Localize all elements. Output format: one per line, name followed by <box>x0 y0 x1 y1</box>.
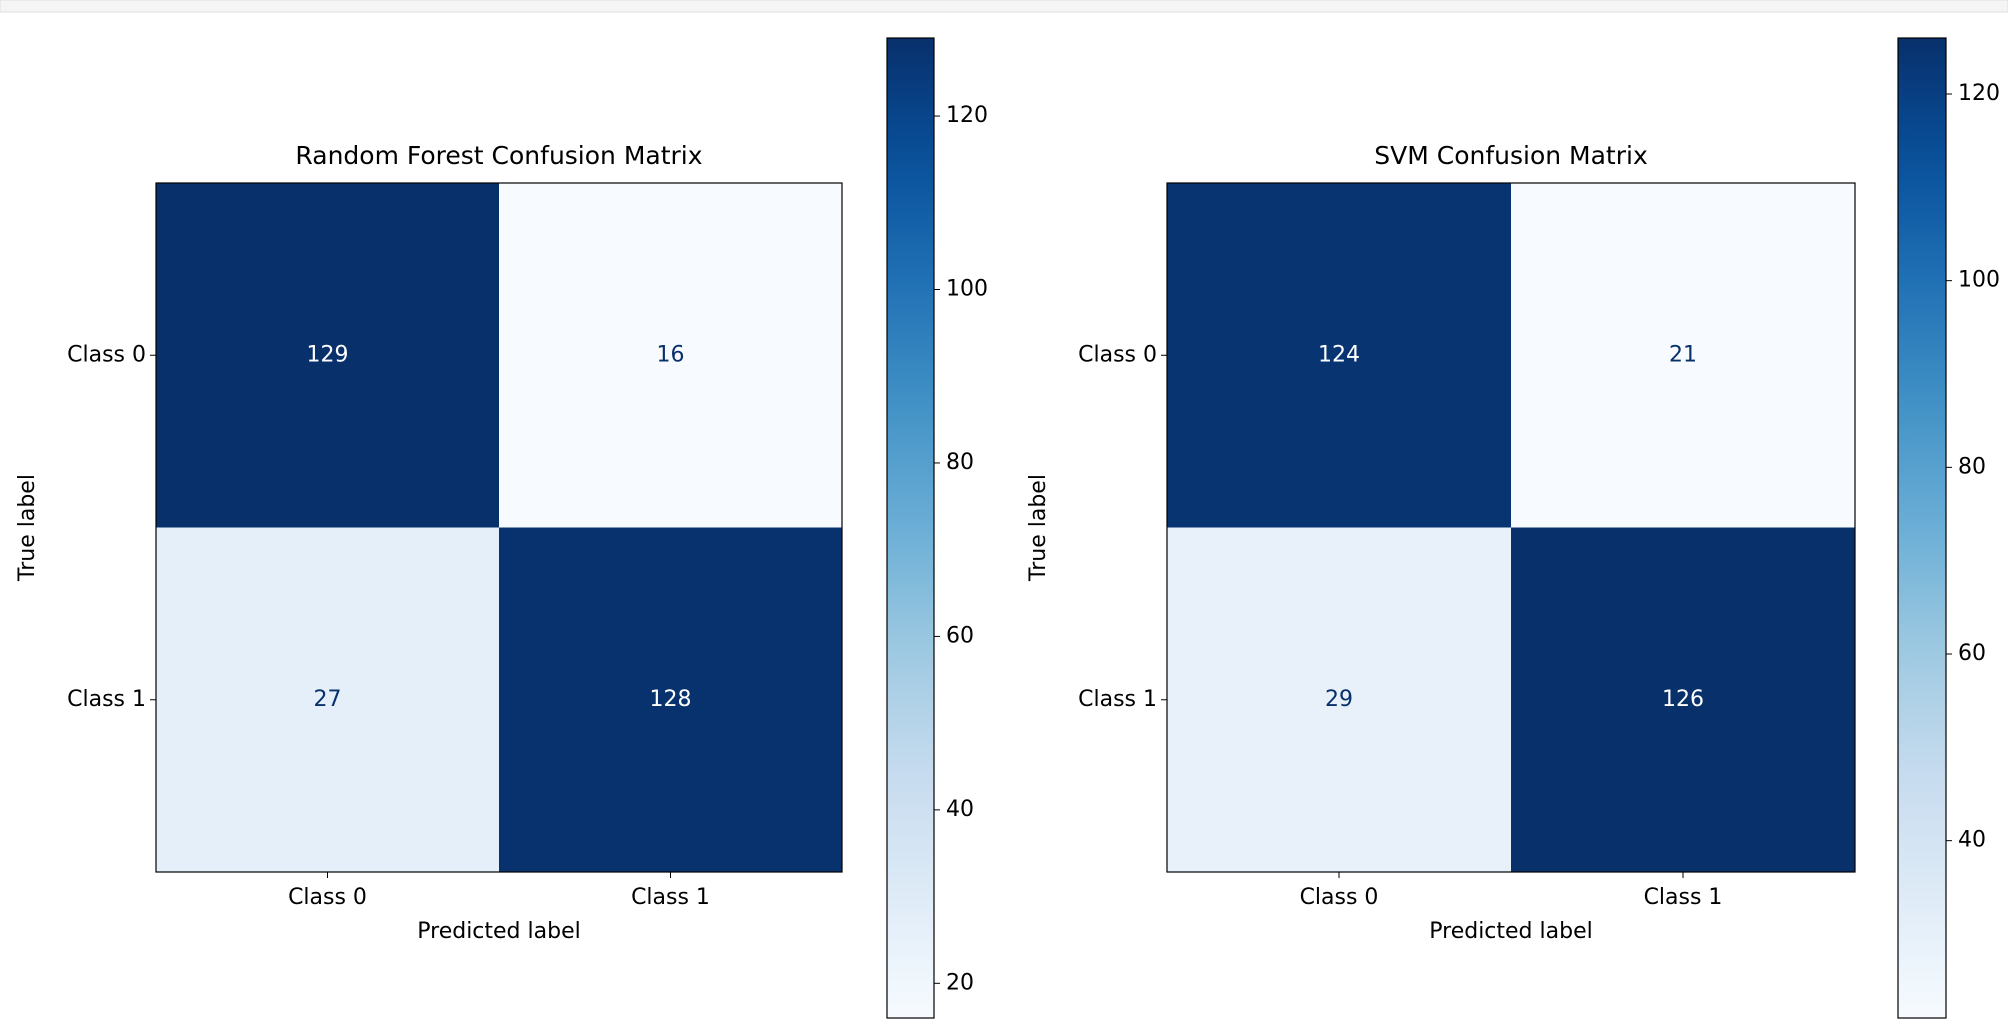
y-tick-label: Class 1 <box>1078 687 1157 712</box>
colorbar-tick-label: 120 <box>946 103 988 128</box>
cell-label: 21 <box>1669 342 1697 367</box>
heatmap-cell <box>1511 183 1855 528</box>
x-axis-label: Predicted label <box>417 919 580 944</box>
y-axis-label: True label <box>1026 474 1051 582</box>
heatmap-cell <box>156 527 499 872</box>
colorbar-tick-label: 60 <box>1958 641 1986 666</box>
colorbar-tick-label: 120 <box>1958 81 2000 106</box>
colorbar-tick-label: 60 <box>946 623 974 648</box>
colorbar-tick-label: 80 <box>946 450 974 475</box>
heatmap-cell <box>1167 183 1511 528</box>
x-axis-label: Predicted label <box>1429 919 1592 944</box>
colorbar <box>886 37 935 1019</box>
y-tick-label: Class 1 <box>67 687 146 712</box>
x-tick-label: Class 1 <box>631 885 710 910</box>
heatmap-cell <box>1167 527 1511 872</box>
colorbar-tick-label: 100 <box>1958 268 2000 293</box>
heatmap-cell <box>1511 527 1855 872</box>
cell-label: 27 <box>314 687 342 712</box>
colorbar-tick-label: 40 <box>946 797 974 822</box>
cell-label: 126 <box>1662 687 1704 712</box>
colorbar-tick-label: 80 <box>1958 454 1986 479</box>
colorbar-tick-label: 100 <box>946 277 988 302</box>
heatmap-cell <box>499 183 842 528</box>
y-tick-label: Class 0 <box>67 342 146 367</box>
cell-label: 128 <box>650 687 692 712</box>
colorbar-tick-label: 20 <box>946 970 974 995</box>
x-tick-label: Class 0 <box>1300 885 1379 910</box>
y-axis-label: True label <box>15 474 40 582</box>
chart-title: Random Forest Confusion Matrix <box>295 141 702 170</box>
cell-label: 29 <box>1325 687 1353 712</box>
plot-frame <box>155 182 843 873</box>
colorbar-tick-label: 40 <box>1958 828 1986 853</box>
cell-label: 124 <box>1318 342 1360 367</box>
top-bar <box>0 0 2008 13</box>
x-tick-label: Class 1 <box>1644 885 1723 910</box>
y-tick-label: Class 0 <box>1078 342 1157 367</box>
chart-title: SVM Confusion Matrix <box>1374 141 1648 170</box>
plot-frame <box>1166 182 1856 873</box>
cell-label: 129 <box>307 342 349 367</box>
heatmap-cell <box>156 183 499 528</box>
colorbar <box>1897 37 1947 1019</box>
x-tick-label: Class 0 <box>288 885 367 910</box>
cell-label: 16 <box>657 342 685 367</box>
heatmap-cell <box>499 527 842 872</box>
